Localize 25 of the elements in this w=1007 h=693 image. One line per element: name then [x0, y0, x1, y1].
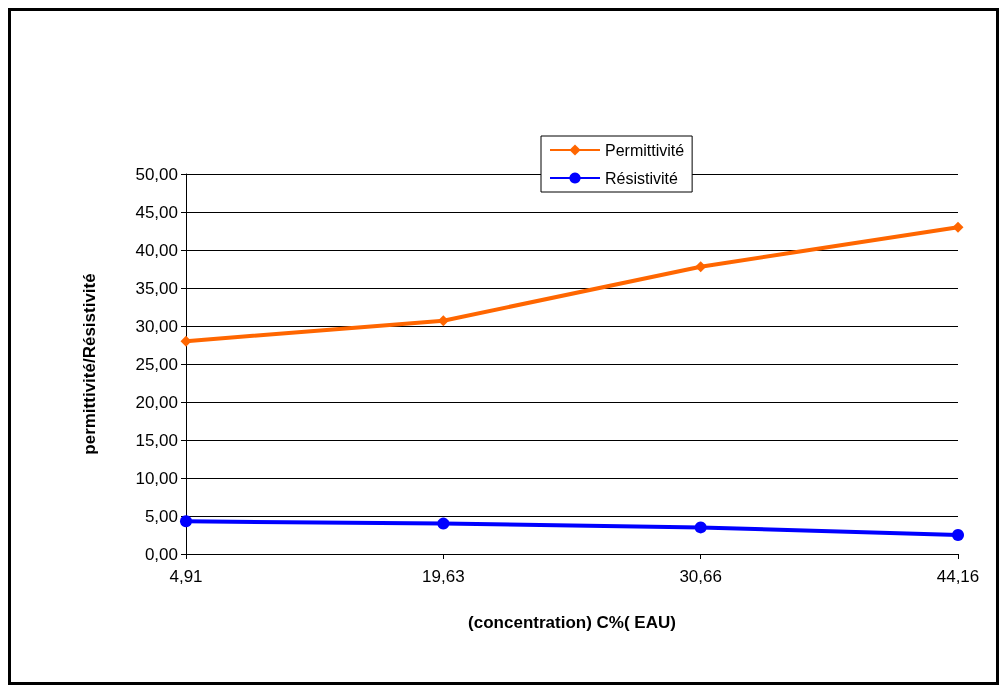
y-tick-label: 40,00	[135, 240, 178, 260]
legend-label: Résistivité	[605, 169, 679, 187]
y-tick-label: 35,00	[135, 278, 178, 298]
y-tick-label: 20,00	[135, 392, 178, 412]
x-tick-label: 4,91	[169, 567, 203, 586]
y-tick-label: 10,00	[135, 468, 178, 488]
y-tick-label: 45,00	[135, 202, 178, 222]
point	[180, 515, 192, 528]
point	[437, 517, 450, 530]
y-tick-label: 50,00	[135, 164, 178, 184]
point	[694, 521, 707, 534]
y-axis-title: permittivité/Résistivité	[80, 273, 99, 455]
point	[952, 221, 964, 233]
x-tick-label: 19,63	[422, 567, 465, 586]
y-tick-label: 30,00	[135, 316, 178, 336]
y-tick-label: 15,00	[135, 430, 178, 450]
y-tick-label: 5,00	[144, 506, 178, 526]
x-axis-title: (concentration) C%( EAU)	[468, 613, 676, 632]
point	[180, 335, 192, 347]
y-tick-label: 25,00	[135, 354, 178, 374]
x-tick-label: 44,16	[936, 567, 980, 586]
y-tick-label: 0,00	[144, 544, 178, 564]
point	[952, 529, 964, 541]
legend-label: Permittivité	[605, 141, 685, 159]
x-tick-label: 30,66	[679, 567, 722, 586]
